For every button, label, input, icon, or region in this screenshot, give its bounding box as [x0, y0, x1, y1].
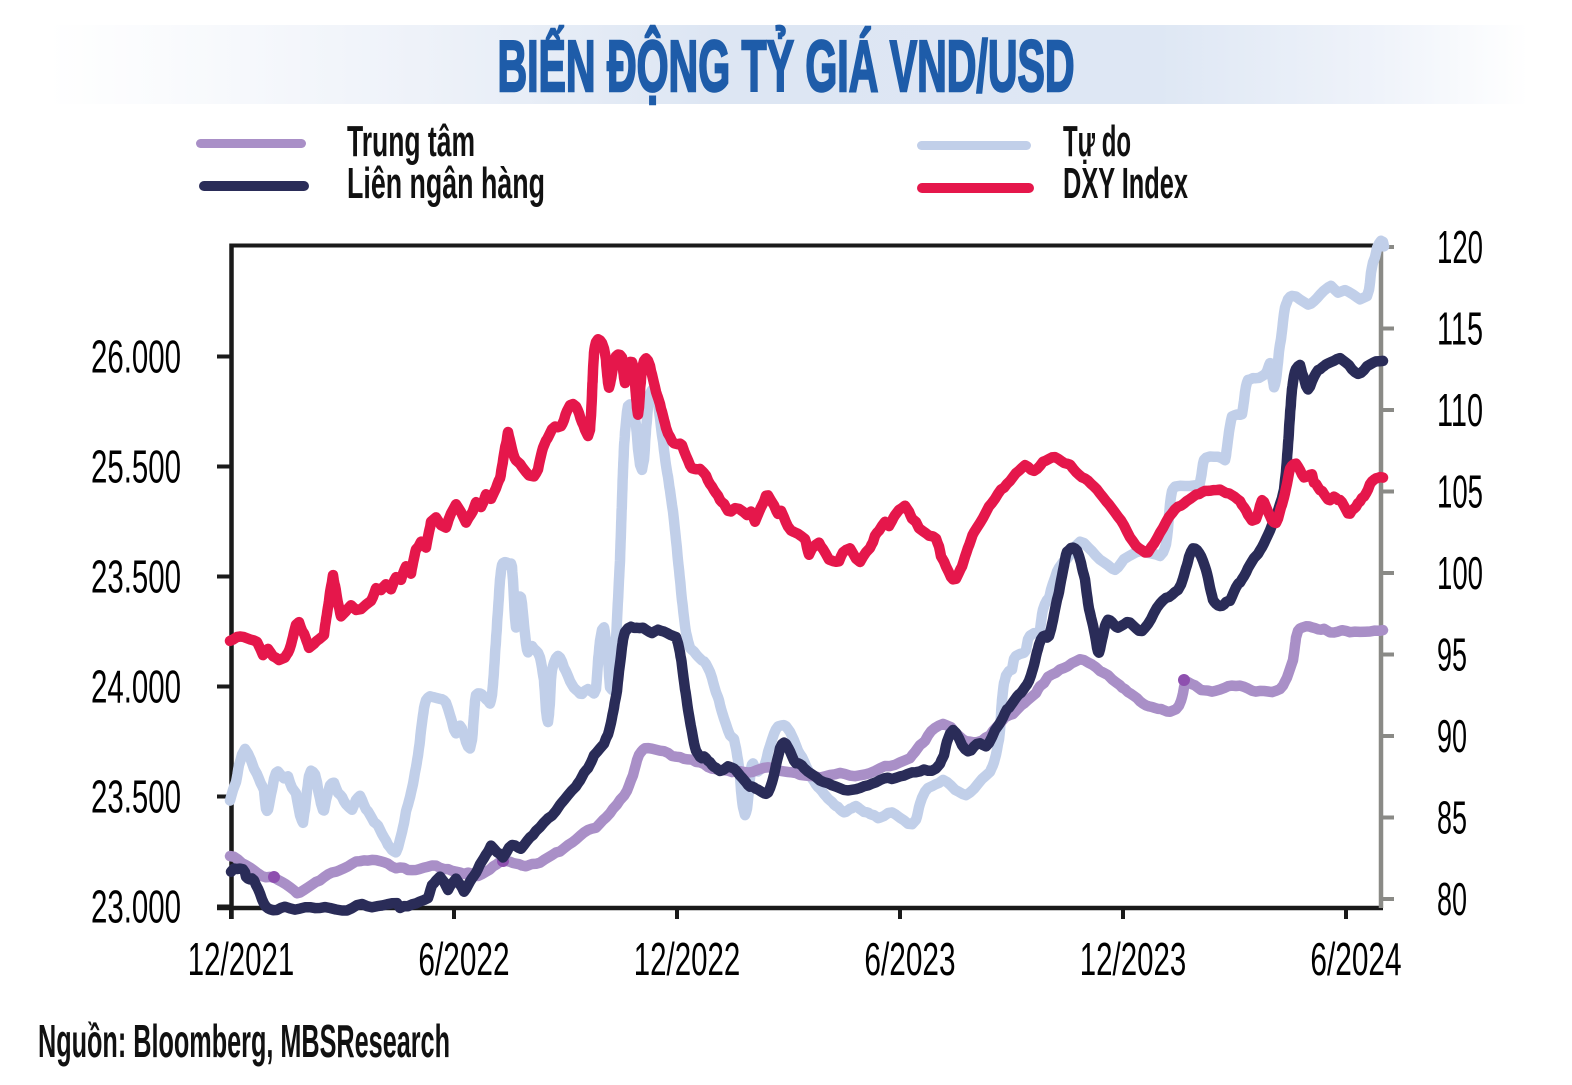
- svg-text:23.500: 23.500: [91, 551, 181, 603]
- svg-text:100: 100: [1437, 547, 1483, 599]
- svg-text:23.000: 23.000: [91, 881, 181, 933]
- svg-text:115: 115: [1437, 303, 1483, 355]
- svg-text:DXY Index: DXY Index: [1063, 159, 1188, 208]
- svg-text:Nguồn: Bloomberg, MBSResearch: Nguồn: Bloomberg, MBSResearch: [38, 1015, 450, 1067]
- svg-text:Tự do: Tự do: [1063, 117, 1131, 166]
- svg-text:26.000: 26.000: [91, 331, 181, 383]
- svg-text:95: 95: [1437, 629, 1467, 681]
- svg-text:120: 120: [1437, 221, 1483, 273]
- svg-text:25.500: 25.500: [91, 441, 181, 493]
- svg-text:12/2021: 12/2021: [188, 933, 294, 985]
- svg-text:80: 80: [1437, 873, 1467, 925]
- svg-text:6/2023: 6/2023: [864, 933, 955, 985]
- svg-text:90: 90: [1437, 710, 1467, 762]
- svg-text:12/2022: 12/2022: [634, 933, 740, 985]
- svg-text:6/2024: 6/2024: [1310, 933, 1401, 985]
- svg-text:110: 110: [1437, 384, 1483, 436]
- svg-text:Liên ngân hàng: Liên ngân hàng: [347, 159, 545, 208]
- svg-text:105: 105: [1437, 466, 1483, 518]
- svg-text:24.000: 24.000: [91, 661, 181, 713]
- svg-text:12/2023: 12/2023: [1080, 933, 1186, 985]
- svg-text:23.500: 23.500: [91, 771, 181, 823]
- svg-text:Trung tâm: Trung tâm: [347, 117, 475, 166]
- svg-text:BIẾN ĐỘNG TỶ GIÁ VND/USD: BIẾN ĐỘNG TỶ GIÁ VND/USD: [498, 26, 1075, 107]
- svg-text:85: 85: [1437, 792, 1467, 844]
- svg-text:6/2022: 6/2022: [418, 933, 509, 985]
